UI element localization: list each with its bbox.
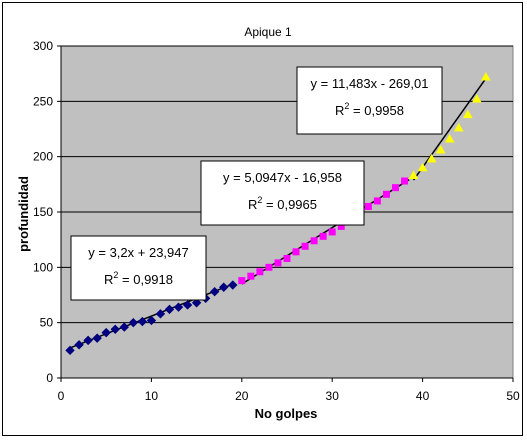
data-point-series-1 (209, 286, 220, 297)
data-point-series-1 (164, 304, 175, 315)
x-tick-label: 50 (506, 389, 520, 403)
data-point-series-2 (256, 268, 264, 276)
data-point-series-1 (92, 333, 102, 343)
data-point-series-3 (453, 122, 464, 132)
data-point-series-1 (110, 324, 120, 335)
trendline-r2: R2 = 0,9965 (248, 195, 317, 212)
data-point-series-3 (462, 109, 473, 119)
data-point-series-2 (310, 237, 318, 245)
data-point-series-3 (408, 170, 419, 179)
tick-labels: 0 50 100 150 200 250 300 0 10 20 30 40 50 (33, 39, 520, 403)
y-tick-label: 150 (33, 205, 53, 219)
y-tick-label: 200 (33, 150, 53, 164)
data-point-series-1 (119, 322, 129, 332)
equation-box-1: y = 3,2x + 23,947 R2 = 0,9918 (70, 235, 207, 301)
data-point-series-2 (301, 242, 309, 250)
equation-box-3: y = 11,483x - 269,01 R2 = 0,9958 (296, 66, 443, 135)
data-point-series-2 (247, 272, 255, 280)
y-tick-label: 100 (33, 260, 53, 274)
data-point-series-1 (191, 298, 202, 308)
axes (57, 45, 514, 382)
trendline-equation: y = 11,483x - 269,01 (311, 76, 429, 91)
data-point-series-1 (146, 315, 157, 326)
data-point-series-1 (74, 340, 84, 350)
trendline-equation: y = 3,2x + 23,947 (88, 245, 188, 260)
data-point-series-1 (182, 300, 193, 310)
data-point-series-2 (274, 259, 282, 267)
x-tick-label: 30 (326, 389, 340, 403)
data-point-series-3 (435, 145, 446, 154)
data-point-series-3 (471, 94, 482, 103)
trendline-equation: y = 5,0947x - 16,958 (223, 170, 342, 185)
equation-labels: y = 3,2x + 23,947 R2 = 0,9918 y = 5,0947x … (70, 66, 443, 301)
data-point-series-2 (238, 277, 246, 285)
data-point-series-3 (426, 153, 437, 163)
data-point-series-3 (481, 71, 491, 81)
data-point-series-2 (283, 254, 291, 262)
data-point-series-3 (417, 162, 428, 172)
data-point-series-2 (391, 184, 399, 192)
equation-box-2: y = 5,0947x - 16,958 R2 = 0,9965 (200, 160, 365, 226)
trendline-r2: R2 = 0,9918 (104, 270, 173, 287)
data-point-series-1 (83, 335, 93, 346)
data-point-series-1 (228, 280, 238, 290)
data-point-series-2 (337, 222, 345, 230)
data-point-series-1 (219, 282, 229, 292)
data-point-series-2 (265, 263, 273, 271)
data-point-series-1 (155, 309, 166, 319)
data-point-series-1 (137, 316, 148, 327)
data-point-series-2 (373, 197, 381, 205)
trendline-r2: R2 = 0,9958 (335, 101, 404, 118)
trendline-3 (412, 78, 487, 181)
x-tick-label: 10 (145, 389, 159, 403)
x-tick-label: 0 (58, 389, 65, 403)
data-point-series-2 (364, 202, 372, 210)
data-point-series-2 (319, 232, 327, 240)
data-point-series-2 (401, 177, 409, 185)
chart-title: Apique 1 (244, 25, 292, 39)
y-tick-label: 0 (46, 371, 53, 385)
y-tick-label: 250 (33, 94, 53, 108)
data-point-series-3 (444, 133, 455, 143)
y-tick-label: 300 (33, 39, 53, 53)
data-point-series-2 (382, 190, 390, 198)
data-point-series-1 (65, 345, 75, 356)
data-point-series-1 (101, 327, 111, 338)
data-point-series-2 (292, 248, 300, 256)
data-point-series-1 (173, 302, 184, 312)
x-axis-title: No golpes (255, 406, 318, 421)
data-points (65, 71, 491, 356)
x-tick-label: 40 (416, 389, 430, 403)
data-point-series-2 (328, 228, 336, 236)
x-tick-label: 20 (235, 389, 249, 403)
data-point-series-1 (128, 317, 139, 328)
y-axis-title: profundidad (16, 176, 31, 252)
y-tick-label: 50 (40, 316, 54, 330)
